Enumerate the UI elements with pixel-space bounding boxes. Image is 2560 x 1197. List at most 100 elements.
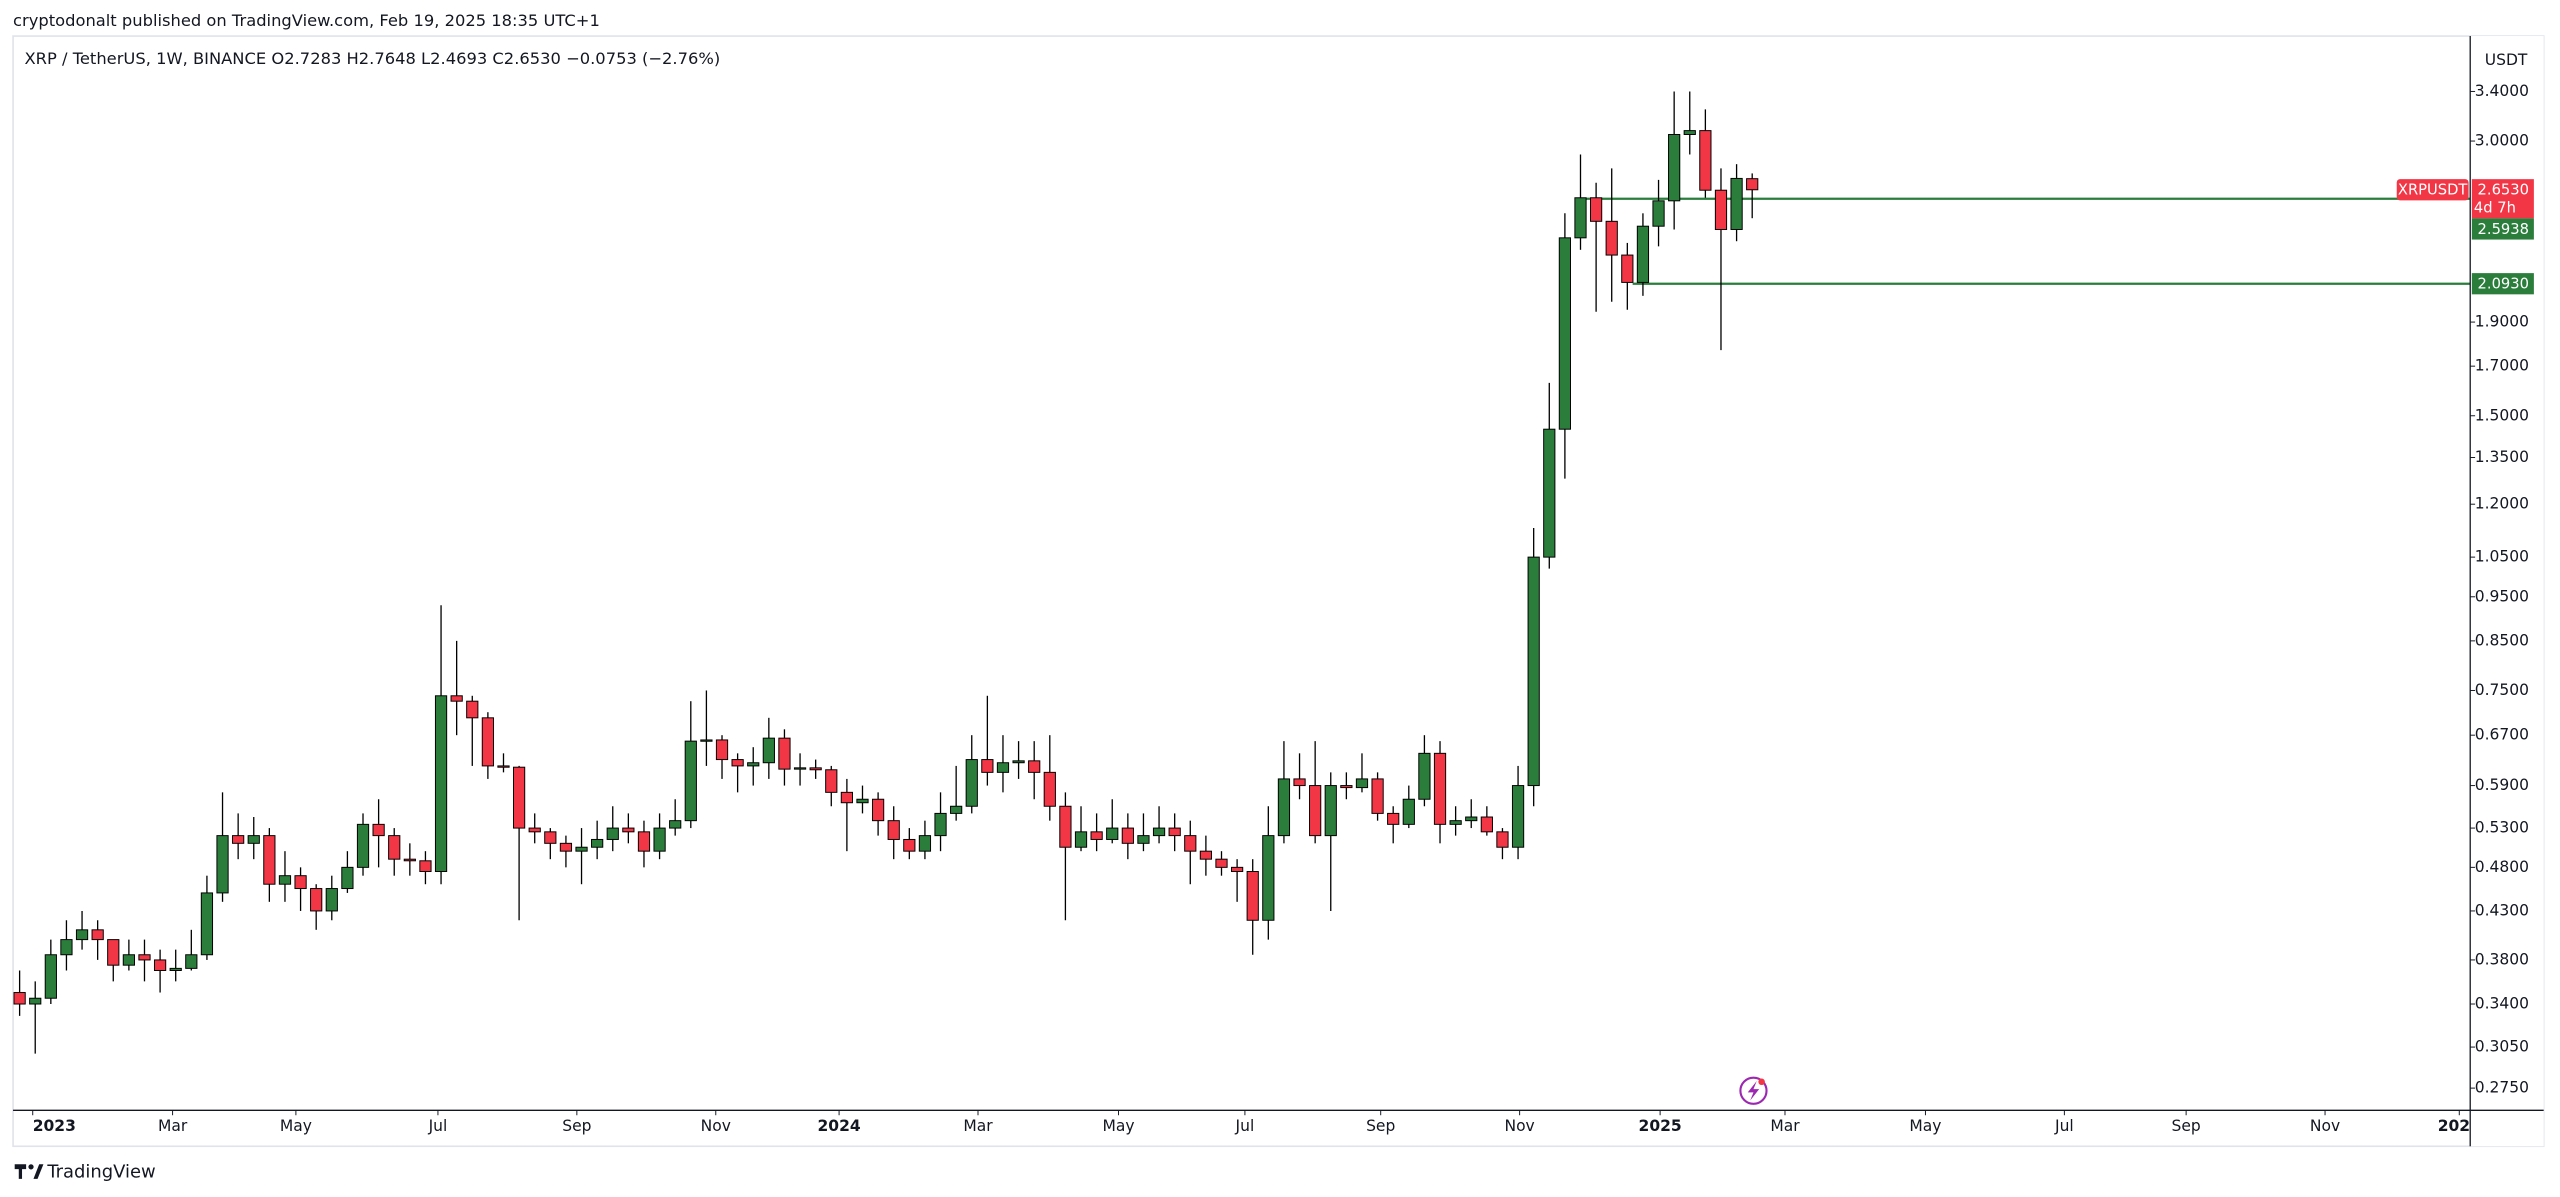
candle-body xyxy=(1621,254,1634,283)
candle-body xyxy=(669,820,682,829)
x-tick-label: Sep xyxy=(562,1117,591,1135)
candle-body xyxy=(75,929,89,941)
candle-body xyxy=(606,827,619,840)
x-tick-label: 2024 xyxy=(818,1117,861,1135)
candle-body xyxy=(637,831,651,852)
y-tick-label: 0.5300 xyxy=(2475,819,2529,837)
candle-body xyxy=(825,769,838,793)
candle-body xyxy=(731,759,744,767)
candle-body xyxy=(200,892,214,956)
candle-body xyxy=(575,846,588,852)
candle-body xyxy=(372,823,385,837)
candle-body xyxy=(1012,760,1025,764)
candle-body xyxy=(341,866,354,890)
publisher-line: cryptodonalt published on TradingView.co… xyxy=(13,11,600,30)
candle-body xyxy=(1074,831,1088,848)
candle-body xyxy=(107,939,120,966)
candle-body xyxy=(91,929,104,941)
y-tick-label: 1.0500 xyxy=(2475,548,2529,566)
candle-body xyxy=(278,875,292,885)
y-tick-label: 1.5000 xyxy=(2475,406,2529,424)
countdown-label: 4d 7h xyxy=(2474,200,2516,217)
candle-body xyxy=(1558,237,1572,430)
y-tick-label: 0.3800 xyxy=(2475,950,2529,968)
candle-body xyxy=(1511,785,1525,848)
candle-body xyxy=(1293,778,1306,787)
candle-body xyxy=(60,939,73,956)
candle-body xyxy=(122,954,135,966)
x-tick-label: Mar xyxy=(963,1117,993,1135)
candle-body xyxy=(1387,812,1400,825)
x-tick-label: Jul xyxy=(2054,1117,2074,1135)
y-tick-label: 0.2750 xyxy=(2475,1079,2529,1097)
candle-body xyxy=(747,762,760,767)
candle-body xyxy=(1043,771,1056,807)
candle-body xyxy=(1324,785,1337,837)
candle-body xyxy=(1636,225,1650,283)
candle-body xyxy=(1543,428,1556,558)
candle-body xyxy=(263,835,276,885)
candle-body xyxy=(216,835,229,894)
candle-body xyxy=(1137,835,1150,844)
x-tick-label: Mar xyxy=(1770,1117,1800,1135)
candle-body xyxy=(356,823,370,868)
candle-body xyxy=(1230,866,1244,872)
y-tick-label: 0.7500 xyxy=(2475,681,2529,699)
candle-body xyxy=(700,739,713,742)
y-tick-label: 0.4800 xyxy=(2475,858,2529,876)
level-tag-box xyxy=(2471,218,2534,240)
y-tick-label: 3.0000 xyxy=(2475,132,2529,150)
candle-body xyxy=(1371,778,1384,814)
x-tick-label: 2023 xyxy=(33,1117,76,1135)
y-tick-label: 1.3500 xyxy=(2475,448,2529,466)
candle-body xyxy=(840,791,853,804)
candle-body xyxy=(1480,816,1493,833)
candle-body xyxy=(466,700,479,719)
candle-body xyxy=(153,959,167,971)
candle-body xyxy=(981,759,994,773)
candle-body xyxy=(762,737,775,764)
candle-body xyxy=(793,767,807,770)
candle-body xyxy=(918,835,932,852)
y-tick-label: 0.4300 xyxy=(2475,901,2529,919)
x-tick-label: Mar xyxy=(158,1117,188,1135)
candle-body xyxy=(1730,177,1743,230)
candle-body xyxy=(29,997,42,1005)
candle-body xyxy=(934,812,947,837)
candle-body xyxy=(1449,820,1462,825)
candle-body xyxy=(1262,835,1275,921)
candle-body xyxy=(1106,827,1119,840)
candle-body xyxy=(622,827,635,833)
candle-body xyxy=(950,805,963,814)
symbol-legend: XRP / TetherUS, 1W, BINANCE O2.7283 H2.7… xyxy=(24,48,720,67)
level-tag-box xyxy=(2471,273,2534,295)
candle-body xyxy=(1340,785,1353,789)
candle-body xyxy=(1590,197,1603,222)
candle-body xyxy=(169,967,182,971)
candle-body xyxy=(434,695,448,872)
candle-body xyxy=(1683,130,1696,135)
candle-body xyxy=(44,954,57,999)
candle-body xyxy=(1246,871,1259,921)
candle-body xyxy=(138,954,151,961)
candle-body xyxy=(1028,760,1041,773)
candle-body xyxy=(232,835,245,844)
y-tick-label: 0.3050 xyxy=(2475,1038,2529,1056)
candle-body xyxy=(1714,189,1728,230)
candle-body xyxy=(1184,835,1197,852)
candle-body xyxy=(1574,197,1587,239)
axes: USDT 0.2750 0.3050 0.3400 0.3800 0.4300 0.4800… xyxy=(13,36,2544,1147)
candle-body xyxy=(1527,556,1540,787)
candle-body xyxy=(591,838,604,848)
y-tick-label: 0.3400 xyxy=(2475,995,2529,1013)
footer-brand: TradingView xyxy=(46,1161,155,1182)
y-tick-label: 0.6700 xyxy=(2475,726,2529,744)
candle-body xyxy=(1059,805,1072,848)
x-tick-label: Nov xyxy=(2310,1117,2340,1135)
candle-body xyxy=(247,835,260,844)
candle-body xyxy=(512,766,526,829)
y-tick-label: 0.9500 xyxy=(2475,587,2529,605)
level-tag-label: 2.0930 xyxy=(2478,276,2529,293)
legend-high: H2.7648 xyxy=(347,48,416,67)
